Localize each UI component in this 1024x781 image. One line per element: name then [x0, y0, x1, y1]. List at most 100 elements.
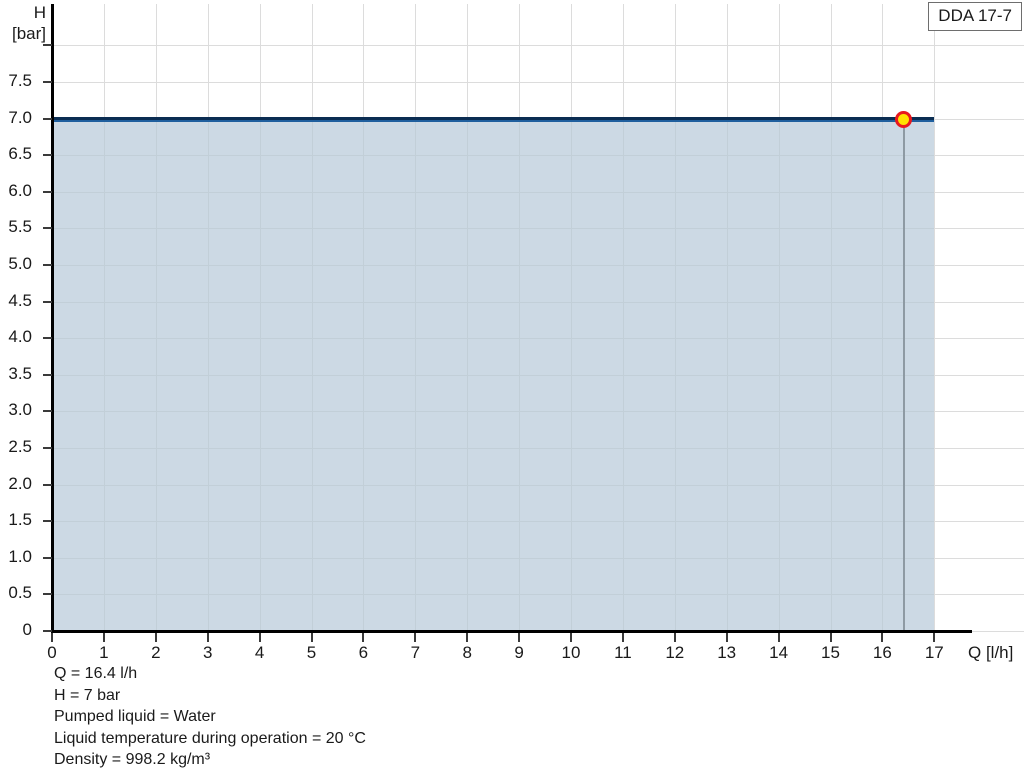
x-axis-tick-label-text: 12 — [665, 643, 685, 662]
x-axis-tick — [829, 633, 832, 642]
y-axis-tick-label-text: 4.0 — [8, 327, 32, 347]
x-axis-title: Q [l/h] — [968, 643, 1014, 662]
x-axis-tick-label-text: 4 — [254, 643, 265, 662]
x-axis-tick — [777, 633, 780, 642]
y-axis-tick-label-text: 5.5 — [8, 217, 32, 237]
x-axis-tick-label-text: 9 — [514, 643, 524, 662]
x-axis-tick-label-text: 10 — [561, 643, 581, 662]
y-axis-tick — [43, 447, 52, 449]
y-axis-tick — [43, 483, 52, 486]
gridline-horizontal — [52, 264, 935, 266]
y-axis-tick — [43, 81, 52, 83]
gridline-horizontal — [52, 521, 935, 523]
x-axis-tick — [51, 633, 53, 642]
x-axis-tick — [933, 633, 936, 642]
y-axis-tick — [43, 337, 52, 340]
y-axis-title-line1: H — [33, 3, 46, 22]
y-axis-tick-label-text: 7.5 — [8, 71, 32, 90]
y-axis-tick-label-text: 5.0 — [8, 254, 32, 273]
x-axis-tick-label-text: 15 — [821, 643, 840, 662]
x-axis-tick — [466, 633, 469, 642]
y-axis-tick-label-text: 6.0 — [8, 180, 32, 200]
gridline-horizontal — [52, 45, 1024, 47]
operating-range-fill — [52, 118, 935, 631]
y-axis-tick-label-text: 1.0 — [8, 546, 32, 566]
y-axis-tick — [43, 410, 52, 413]
x-axis-tick-label-text: 13 — [717, 643, 737, 662]
x-axis-tick-label-text: 17 — [924, 643, 944, 662]
y-axis-tick-label-text: 0 — [22, 620, 32, 639]
x-axis-tick-label-text: 16 — [872, 643, 892, 662]
x-axis-tick-label-text: 8 — [462, 643, 472, 662]
y-axis-tick — [43, 593, 52, 596]
annotation-block: Q = 16.4 l/h H = 7 bar Pumped liquid = W… — [54, 663, 366, 771]
gridline-horizontal — [52, 594, 935, 596]
y-axis-tick — [43, 630, 52, 632]
x-axis-tick — [673, 633, 676, 642]
y-axis-tick — [43, 300, 52, 303]
x-axis-tick — [206, 633, 209, 642]
gridline-horizontal — [52, 228, 935, 230]
y-axis-tick — [43, 117, 52, 120]
y-axis-tick-label-text: 0.5 — [8, 583, 32, 603]
annotation-line: Density = 998.2 kg/m³ — [54, 751, 211, 768]
y-axis-tick — [43, 556, 52, 559]
x-axis-tick — [258, 633, 261, 642]
gridline-horizontal — [52, 155, 935, 157]
x-axis-tick-label-text: 1 — [99, 643, 109, 662]
gridline-horizontal — [52, 557, 935, 559]
x-axis-tick-label-text: 14 — [769, 643, 789, 662]
gridline-horizontal — [52, 338, 935, 340]
x-axis-tick-label-text: 0 — [47, 643, 57, 662]
x-axis-tick — [154, 633, 157, 642]
x-axis-tick-label-text: 5 — [306, 643, 317, 662]
gridline-horizontal — [52, 447, 935, 449]
annotation-line: Liquid temperature during operation = 20… — [54, 729, 366, 747]
gridline-horizontal — [52, 191, 935, 193]
x-axis-tick — [570, 633, 572, 642]
y-axis-tick-label-text: 2.0 — [8, 473, 32, 493]
y-axis-tick — [43, 44, 52, 47]
x-axis-tick — [621, 633, 624, 642]
pump-curve-line — [52, 116, 935, 120]
x-axis-tick — [310, 633, 313, 642]
gridline-horizontal — [52, 411, 935, 413]
x-axis-line — [51, 630, 972, 633]
y-axis-title-line2: [bar] — [11, 24, 46, 43]
x-axis-tick-label-text: 11 — [614, 643, 632, 662]
y-axis-tick — [43, 520, 52, 523]
gridline-horizontal — [52, 484, 935, 486]
annotation-line: H = 7 bar — [54, 686, 121, 704]
pump-curve-highlight — [52, 117, 935, 122]
y-axis-title: H [bar] — [0, 2, 46, 44]
x-axis-tick — [725, 633, 728, 642]
y-axis-tick — [43, 373, 52, 376]
x-axis-tick — [414, 633, 417, 642]
y-axis-tick — [43, 154, 52, 157]
y-axis-tick-label-text: 1.5 — [8, 510, 32, 530]
x-axis-tick-label-text: 7 — [410, 643, 421, 662]
x-axis-tick-label-text: 2 — [151, 643, 161, 662]
duty-point-marker[interactable] — [895, 110, 913, 128]
y-axis-tick-label-text: 4.5 — [8, 290, 32, 310]
y-axis-tick-label-text: 3.5 — [8, 363, 32, 383]
y-axis-tick — [43, 227, 52, 230]
gridline-vertical — [934, 4, 936, 631]
gridline-horizontal — [52, 82, 1024, 83]
legend-pump-model: DDA 17-7 — [928, 2, 1022, 31]
gridline-horizontal — [52, 301, 935, 303]
duty-point-dropline — [903, 118, 906, 631]
y-axis-tick — [43, 264, 52, 266]
annotation-line: Pumped liquid = Water — [54, 708, 216, 725]
y-axis-line — [51, 4, 54, 632]
y-axis-tick-label-text: 7.0 — [8, 107, 32, 127]
x-axis-tick — [518, 633, 521, 642]
x-axis-tick-label-text: 3 — [202, 643, 213, 662]
gridline-horizontal — [52, 374, 935, 376]
y-axis-tick-label-text: 6.5 — [8, 144, 32, 164]
x-axis-tick — [102, 633, 105, 642]
y-axis-tick-label-text: 2.5 — [8, 437, 32, 456]
annotation-line: Q = 16.4 l/h — [54, 665, 138, 682]
plot-area — [52, 4, 1024, 632]
